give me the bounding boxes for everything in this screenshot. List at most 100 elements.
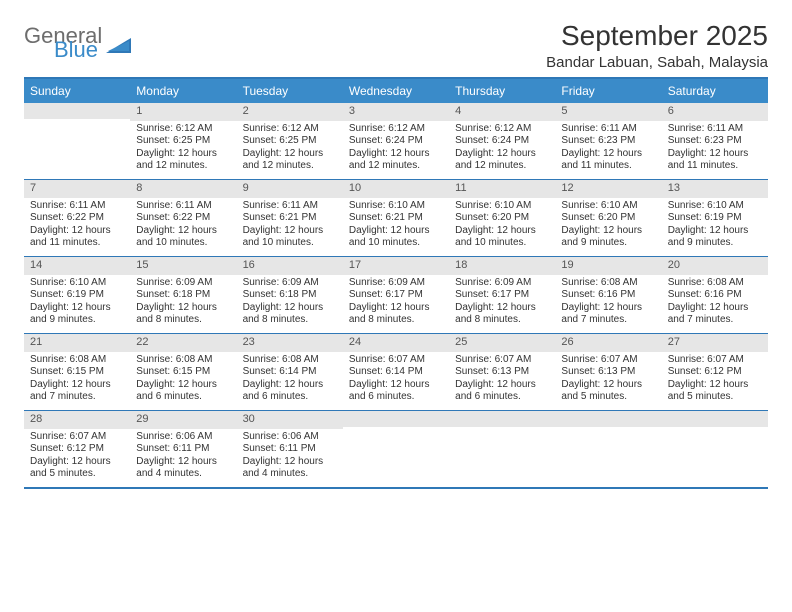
month-title: September 2025: [546, 20, 768, 52]
daylight-text: Daylight: 12 hours and 4 minutes.: [243, 456, 337, 481]
calendar-cell: 6Sunrise: 6:11 AMSunset: 6:23 PMDaylight…: [662, 103, 768, 179]
header: General Blue September 2025 Bandar Labua…: [24, 20, 768, 71]
sunrise-text: Sunrise: 6:10 AM: [455, 200, 549, 213]
daylight-text: Daylight: 12 hours and 7 minutes.: [668, 302, 762, 327]
calendar-cell: 28Sunrise: 6:07 AMSunset: 6:12 PMDayligh…: [24, 411, 130, 487]
cell-body: Sunrise: 6:11 AMSunset: 6:21 PMDaylight:…: [237, 198, 343, 254]
cell-body: Sunrise: 6:11 AMSunset: 6:22 PMDaylight:…: [24, 198, 130, 254]
sunset-text: Sunset: 6:12 PM: [30, 443, 124, 456]
calendar-cell: 19Sunrise: 6:08 AMSunset: 6:16 PMDayligh…: [555, 257, 661, 333]
sunrise-text: Sunrise: 6:07 AM: [349, 354, 443, 367]
sunset-text: Sunset: 6:25 PM: [136, 135, 230, 148]
daylight-text: Daylight: 12 hours and 6 minutes.: [136, 379, 230, 404]
sunset-text: Sunset: 6:16 PM: [561, 289, 655, 302]
calendar-cell: 18Sunrise: 6:09 AMSunset: 6:17 PMDayligh…: [449, 257, 555, 333]
sunrise-text: Sunrise: 6:09 AM: [349, 277, 443, 290]
day-number: 17: [343, 257, 449, 275]
sunrise-text: Sunrise: 6:12 AM: [455, 123, 549, 136]
day-number: 16: [237, 257, 343, 275]
sunset-text: Sunset: 6:25 PM: [243, 135, 337, 148]
calendar-cell: 10Sunrise: 6:10 AMSunset: 6:21 PMDayligh…: [343, 180, 449, 256]
sunset-text: Sunset: 6:17 PM: [455, 289, 549, 302]
sunrise-text: Sunrise: 6:10 AM: [30, 277, 124, 290]
calendar-cell: [24, 103, 130, 179]
day-number: 10: [343, 180, 449, 198]
sunrise-text: Sunrise: 6:12 AM: [243, 123, 337, 136]
calendar-cell: 3Sunrise: 6:12 AMSunset: 6:24 PMDaylight…: [343, 103, 449, 179]
daylight-text: Daylight: 12 hours and 9 minutes.: [30, 302, 124, 327]
cell-body: Sunrise: 6:07 AMSunset: 6:12 PMDaylight:…: [662, 352, 768, 408]
calendar-cell: 17Sunrise: 6:09 AMSunset: 6:17 PMDayligh…: [343, 257, 449, 333]
week-row: 28Sunrise: 6:07 AMSunset: 6:12 PMDayligh…: [24, 410, 768, 487]
sunset-text: Sunset: 6:24 PM: [455, 135, 549, 148]
daylight-text: Daylight: 12 hours and 9 minutes.: [668, 225, 762, 250]
day-number: 3: [343, 103, 449, 121]
sunrise-text: Sunrise: 6:09 AM: [136, 277, 230, 290]
sunset-text: Sunset: 6:13 PM: [561, 366, 655, 379]
calendar-cell: 4Sunrise: 6:12 AMSunset: 6:24 PMDaylight…: [449, 103, 555, 179]
sunrise-text: Sunrise: 6:10 AM: [668, 200, 762, 213]
day-number: 5: [555, 103, 661, 121]
day-number: 1: [130, 103, 236, 121]
cell-body: [449, 427, 555, 433]
sunset-text: Sunset: 6:23 PM: [561, 135, 655, 148]
day-number: 12: [555, 180, 661, 198]
cell-body: Sunrise: 6:12 AMSunset: 6:24 PMDaylight:…: [343, 121, 449, 177]
calendar-cell: 13Sunrise: 6:10 AMSunset: 6:19 PMDayligh…: [662, 180, 768, 256]
sunset-text: Sunset: 6:21 PM: [243, 212, 337, 225]
logo: General Blue: [24, 26, 132, 66]
day-number: 30: [237, 411, 343, 429]
sunrise-text: Sunrise: 6:10 AM: [349, 200, 443, 213]
day-number: [555, 411, 661, 427]
sunrise-text: Sunrise: 6:11 AM: [243, 200, 337, 213]
calendar-cell: 16Sunrise: 6:09 AMSunset: 6:18 PMDayligh…: [237, 257, 343, 333]
title-block: September 2025 Bandar Labuan, Sabah, Mal…: [546, 20, 768, 71]
cell-body: Sunrise: 6:11 AMSunset: 6:22 PMDaylight:…: [130, 198, 236, 254]
calendar-cell: [662, 411, 768, 487]
day-number: 15: [130, 257, 236, 275]
calendar-cell: [343, 411, 449, 487]
day-header-saturday: Saturday: [662, 79, 768, 103]
daylight-text: Daylight: 12 hours and 11 minutes.: [561, 148, 655, 173]
calendar: Sunday Monday Tuesday Wednesday Thursday…: [24, 77, 768, 489]
day-number: 6: [662, 103, 768, 121]
sunset-text: Sunset: 6:19 PM: [668, 212, 762, 225]
day-header-friday: Friday: [555, 79, 661, 103]
day-number: 4: [449, 103, 555, 121]
day-header-thursday: Thursday: [449, 79, 555, 103]
logo-word-blue: Blue: [54, 40, 132, 60]
cell-body: [555, 427, 661, 433]
daylight-text: Daylight: 12 hours and 7 minutes.: [561, 302, 655, 327]
daylight-text: Daylight: 12 hours and 6 minutes.: [243, 379, 337, 404]
daylight-text: Daylight: 12 hours and 6 minutes.: [455, 379, 549, 404]
day-header-row: Sunday Monday Tuesday Wednesday Thursday…: [24, 79, 768, 103]
sunset-text: Sunset: 6:11 PM: [243, 443, 337, 456]
cell-body: Sunrise: 6:08 AMSunset: 6:16 PMDaylight:…: [555, 275, 661, 331]
calendar-cell: 27Sunrise: 6:07 AMSunset: 6:12 PMDayligh…: [662, 334, 768, 410]
cell-body: Sunrise: 6:11 AMSunset: 6:23 PMDaylight:…: [662, 121, 768, 177]
sunset-text: Sunset: 6:18 PM: [136, 289, 230, 302]
week-row: 7Sunrise: 6:11 AMSunset: 6:22 PMDaylight…: [24, 179, 768, 256]
day-number: 28: [24, 411, 130, 429]
sunset-text: Sunset: 6:22 PM: [30, 212, 124, 225]
day-number: 9: [237, 180, 343, 198]
day-number: 11: [449, 180, 555, 198]
sunrise-text: Sunrise: 6:12 AM: [349, 123, 443, 136]
sunrise-text: Sunrise: 6:08 AM: [561, 277, 655, 290]
calendar-cell: 9Sunrise: 6:11 AMSunset: 6:21 PMDaylight…: [237, 180, 343, 256]
cell-body: Sunrise: 6:12 AMSunset: 6:25 PMDaylight:…: [237, 121, 343, 177]
day-number: 18: [449, 257, 555, 275]
sunset-text: Sunset: 6:18 PM: [243, 289, 337, 302]
cell-body: Sunrise: 6:08 AMSunset: 6:15 PMDaylight:…: [24, 352, 130, 408]
calendar-cell: 11Sunrise: 6:10 AMSunset: 6:20 PMDayligh…: [449, 180, 555, 256]
daylight-text: Daylight: 12 hours and 8 minutes.: [455, 302, 549, 327]
daylight-text: Daylight: 12 hours and 9 minutes.: [561, 225, 655, 250]
day-header-tuesday: Tuesday: [237, 79, 343, 103]
day-number: 8: [130, 180, 236, 198]
cell-body: Sunrise: 6:09 AMSunset: 6:18 PMDaylight:…: [237, 275, 343, 331]
cell-body: Sunrise: 6:12 AMSunset: 6:25 PMDaylight:…: [130, 121, 236, 177]
day-number: 29: [130, 411, 236, 429]
daylight-text: Daylight: 12 hours and 4 minutes.: [136, 456, 230, 481]
daylight-text: Daylight: 12 hours and 6 minutes.: [349, 379, 443, 404]
calendar-cell: 21Sunrise: 6:08 AMSunset: 6:15 PMDayligh…: [24, 334, 130, 410]
